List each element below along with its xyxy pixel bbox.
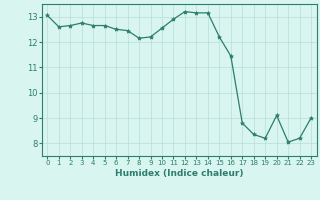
X-axis label: Humidex (Indice chaleur): Humidex (Indice chaleur) — [115, 169, 244, 178]
